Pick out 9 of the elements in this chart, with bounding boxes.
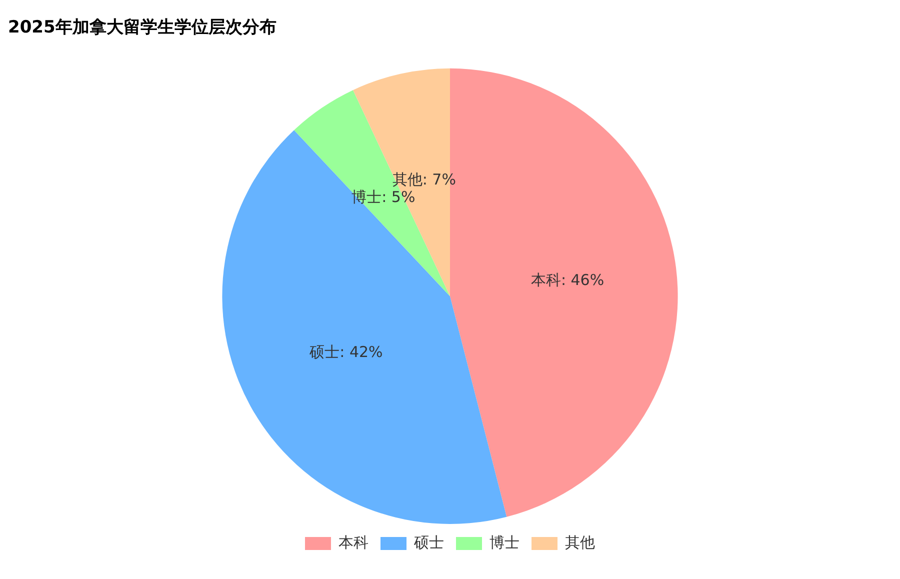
legend-label: 博士 — [490, 533, 520, 552]
legend-label: 其他 — [565, 533, 595, 552]
data-label: 硕士: 42% — [308, 343, 383, 362]
data-label: 博士: 5% — [352, 188, 416, 206]
legend-label: 本科 — [338, 533, 368, 552]
data-label: 其他: 7% — [392, 170, 456, 188]
chart-title: 2025年加拿大留学生学位层次分布 — [8, 18, 276, 38]
data-label: 本科: 46% — [530, 271, 604, 290]
legend-label: 硕士 — [413, 533, 444, 552]
